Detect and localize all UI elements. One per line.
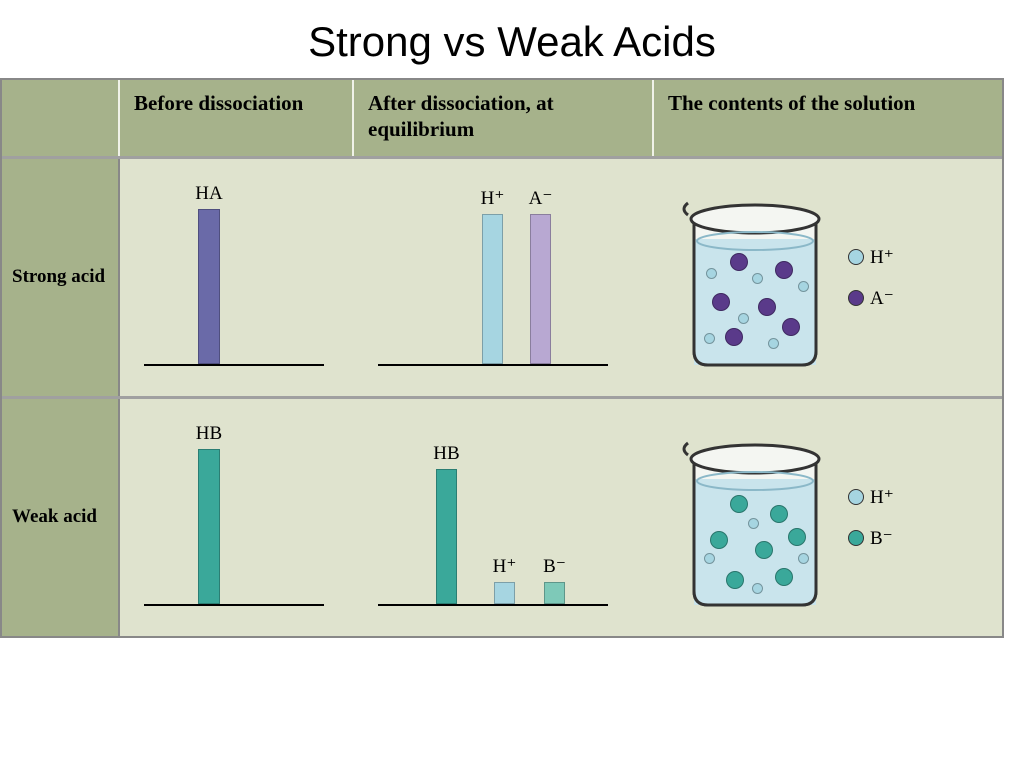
chart-axis <box>144 604 324 606</box>
strong-acid-content: HA H⁺ A⁻ H⁺ A⁻ <box>120 159 1002 396</box>
particle <box>788 528 806 546</box>
bar-label: B⁻ <box>543 555 566 578</box>
chart-axis <box>378 604 608 606</box>
bar-label: H⁺ <box>493 555 517 578</box>
chart-bar <box>494 582 515 604</box>
chart-axis <box>378 364 608 366</box>
strong-solution: H⁺ A⁻ <box>654 159 1002 396</box>
particle <box>798 553 809 564</box>
legend-dot <box>848 290 864 306</box>
chart-bar <box>198 209 220 364</box>
bar-label: A⁻ <box>529 187 553 210</box>
chart-bar <box>198 449 220 604</box>
strong-acid-row: Strong acid HA H⁺ A⁻ H⁺ A⁻ <box>2 156 1002 396</box>
weak-legend: H⁺ B⁻ <box>848 486 894 550</box>
legend-dot <box>848 530 864 546</box>
chart-axis <box>144 364 324 366</box>
particle <box>730 495 748 513</box>
legend-label: A⁻ <box>870 287 894 310</box>
weak-solution: H⁺ B⁻ <box>654 399 1002 636</box>
legend-item: H⁺ <box>848 246 894 269</box>
strong-legend: H⁺ A⁻ <box>848 246 894 310</box>
bar-label: H⁺ <box>481 187 505 210</box>
bar-label: HB <box>433 443 459 465</box>
chart-bar <box>544 582 565 604</box>
header-empty <box>2 80 120 156</box>
particle <box>752 273 763 284</box>
particle <box>712 293 730 311</box>
particle <box>775 568 793 586</box>
legend-label: H⁺ <box>870 486 894 509</box>
strong-before-chart: HA <box>120 159 354 396</box>
strong-acid-label: Strong acid <box>2 159 120 396</box>
strong-after-chart: H⁺ A⁻ <box>354 159 654 396</box>
particle <box>726 571 744 589</box>
particle <box>798 281 809 292</box>
header-after: After dissociation, at equilibrium <box>354 80 654 156</box>
chart-bar <box>436 469 457 604</box>
particle <box>704 553 715 564</box>
chart-bar <box>482 214 503 364</box>
weak-acid-label: Weak acid <box>2 399 120 636</box>
particle <box>706 268 717 279</box>
particle <box>725 328 743 346</box>
legend-item: H⁺ <box>848 486 894 509</box>
particle <box>748 518 759 529</box>
particle <box>775 261 793 279</box>
particle <box>758 298 776 316</box>
header-row: Before dissociation After dissociation, … <box>2 80 1002 156</box>
header-before: Before dissociation <box>120 80 354 156</box>
legend-dot <box>848 249 864 265</box>
bar-label: HA <box>195 183 222 205</box>
particle <box>768 338 779 349</box>
particle <box>710 531 728 549</box>
legend-item: B⁻ <box>848 527 894 550</box>
particle <box>730 253 748 271</box>
legend-item: A⁻ <box>848 287 894 310</box>
particle <box>770 505 788 523</box>
legend-label: H⁺ <box>870 246 894 269</box>
particle <box>755 541 773 559</box>
weak-before-chart: HB <box>120 399 354 636</box>
weak-acid-content: HB HB H⁺ B⁻ H⁺ B⁻ <box>120 399 1002 636</box>
legend-dot <box>848 489 864 505</box>
header-solution: The contents of the solution <box>654 80 1002 156</box>
page-title: Strong vs Weak Acids <box>0 0 1024 78</box>
weak-beaker <box>670 423 838 613</box>
chart-bar <box>530 214 551 364</box>
weak-acid-row: Weak acid HB HB H⁺ B⁻ H⁺ B⁻ <box>2 396 1002 636</box>
particle <box>752 583 763 594</box>
particle <box>704 333 715 344</box>
strong-beaker <box>670 183 838 373</box>
bar-label: HB <box>196 423 222 445</box>
legend-label: B⁻ <box>870 527 893 550</box>
particle <box>782 318 800 336</box>
acid-comparison-table: Before dissociation After dissociation, … <box>0 78 1004 638</box>
weak-after-chart: HB H⁺ B⁻ <box>354 399 654 636</box>
particle <box>738 313 749 324</box>
